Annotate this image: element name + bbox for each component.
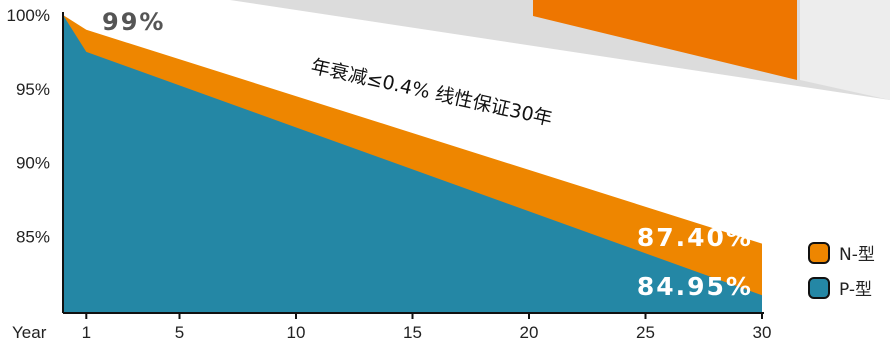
- p-type-swatch: [808, 276, 830, 299]
- n-type-swatch: [808, 241, 830, 264]
- legend-label-n-type: N-型: [839, 245, 875, 265]
- chart-axes: 100%95%90%85%Year 1 5 10 15 20 25 30: [7, 6, 772, 342]
- background-decoration: [210, 0, 890, 100]
- x-tick-label: 10: [287, 323, 306, 342]
- legend-label-p-type: P-型: [839, 280, 873, 300]
- x-tick-label: 30: [753, 323, 772, 342]
- y-tick-label: 85%: [16, 227, 50, 246]
- decor-light-panel: [800, 0, 890, 100]
- decor-orange-block: [533, 0, 797, 80]
- plot-areas: [63, 15, 762, 313]
- legend-item-p-type: P-型: [808, 275, 872, 300]
- x-tick-label: 5: [175, 323, 184, 342]
- x-tick-label: 1: [82, 323, 91, 342]
- x-tick-label: 20: [520, 323, 539, 342]
- y-tick-label: 90%: [16, 154, 50, 173]
- legend-item-n-type: N-型: [808, 240, 875, 265]
- series-area-p-type: [63, 15, 762, 313]
- start-value-label: 99%: [102, 8, 165, 36]
- x-axis-title: Year: [12, 323, 47, 342]
- y-tick-label: 100%: [7, 6, 50, 25]
- x-tick-label: 25: [636, 323, 655, 342]
- n-type-end-label: 87.40%: [637, 223, 753, 252]
- y-tick-label: 95%: [16, 80, 50, 99]
- x-tick-label: 15: [403, 323, 422, 342]
- p-type-end-label: 84.95%: [637, 272, 753, 301]
